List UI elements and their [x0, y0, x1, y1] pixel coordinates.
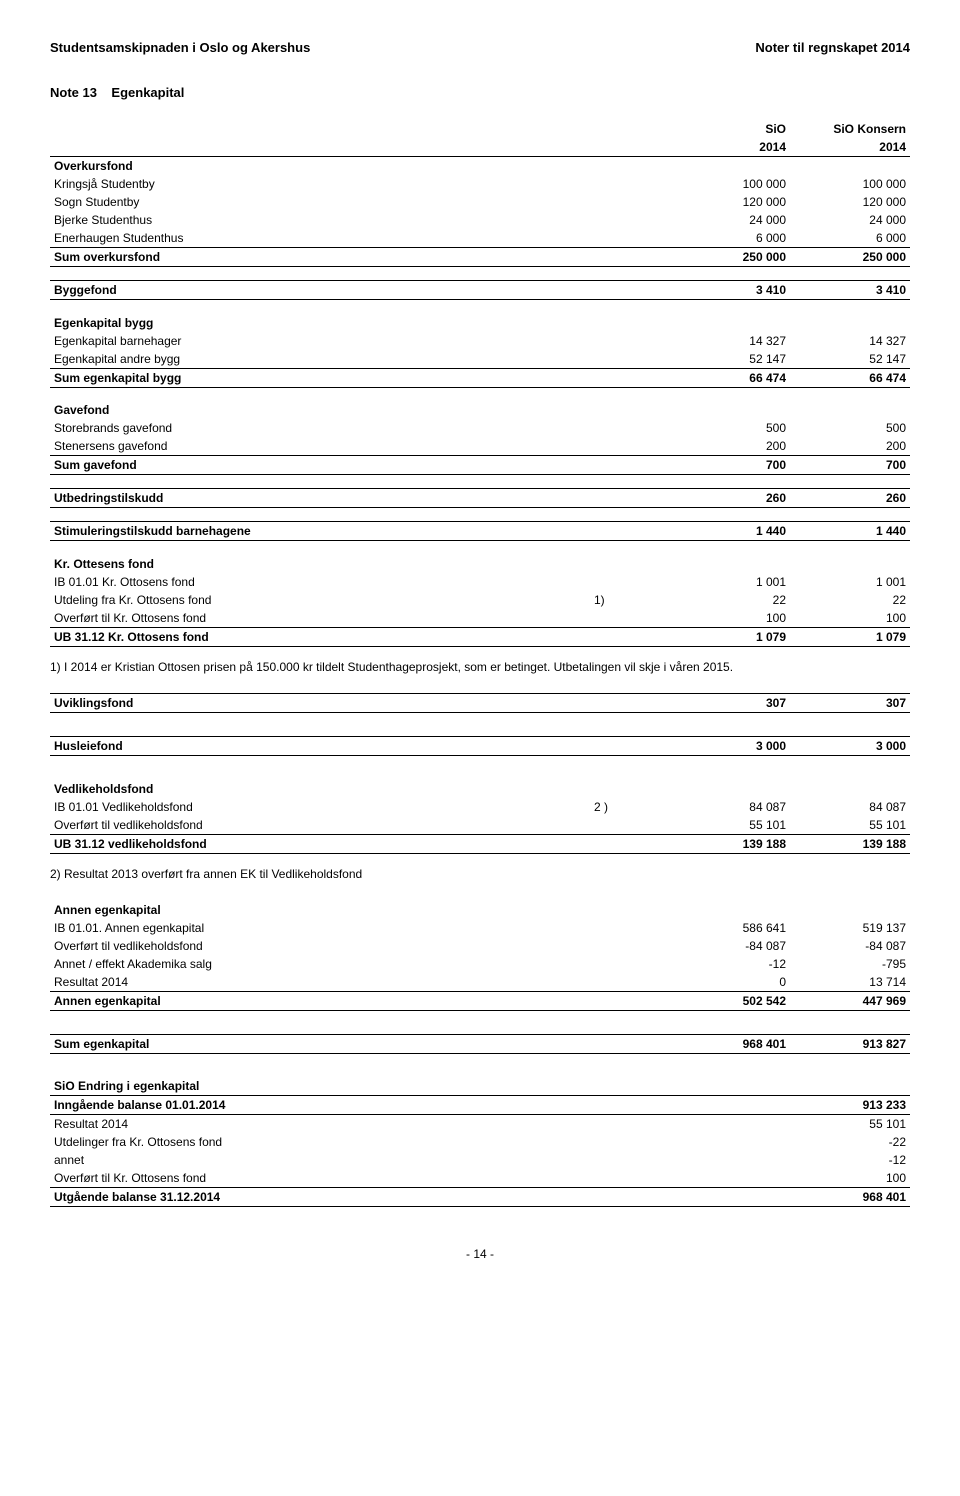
table-row: Sogn Studentby120 000120 000	[50, 193, 910, 211]
sum-ek-row: Sum egenkapital968 401913 827	[50, 1034, 910, 1053]
table-row: Enerhaugen Studenthus6 0006 000	[50, 229, 910, 248]
note-title: Note 13 Egenkapital	[50, 85, 910, 100]
col-y2: 2014	[790, 138, 910, 157]
ek-bygg-sum: Sum egenkapital bygg66 47466 474	[50, 368, 910, 387]
table-row: Annet / effekt Akademika salg-12-795	[50, 955, 910, 973]
gavefond-title: Gavefond	[50, 401, 910, 419]
table-row: Resultat 2014013 714	[50, 973, 910, 992]
table-row: Utdelinger fra Kr. Ottosens fond-22	[50, 1133, 910, 1151]
main-table: SiO SiO Konsern 2014 2014 Overkursfond K…	[50, 120, 910, 647]
sio-endring-ib: Inngående balanse 01.01.2014913 233	[50, 1096, 910, 1115]
ottesen-sum: UB 31.12 Kr. Ottosens fond1 0791 079	[50, 627, 910, 646]
overkursfond-title: Overkursfond	[50, 157, 910, 176]
header-left: Studentsamskipnaden i Oslo og Akershus	[50, 40, 310, 55]
vedlikehold-title: Vedlikeholdsfond	[50, 780, 910, 798]
overkursfond-sum: Sum overkursfond250 000250 000	[50, 248, 910, 267]
table-row: Egenkapital barnehager14 32714 327	[50, 332, 910, 350]
col-sio: SiO	[670, 120, 790, 138]
table-2: Uviklingsfond307307 Husleiefond3 0003 00…	[50, 693, 910, 854]
table-row: Storebrands gavefond500500	[50, 419, 910, 437]
sio-endring-title: SiO Endring i egenkapital	[50, 1077, 910, 1096]
col-konsern: SiO Konsern	[790, 120, 910, 138]
annen-ek-title: Annen egenkapital	[50, 901, 910, 919]
col-header-2: 2014 2014	[50, 138, 910, 157]
stimulering-row: Stimuleringstilskudd barnehagene1 4401 4…	[50, 522, 910, 541]
table-row: IB 01.01 Vedlikeholdsfond2 )84 08784 087	[50, 798, 910, 816]
ek-bygg-title: Egenkapital bygg	[50, 314, 910, 332]
footnote-2: 2) Resultat 2013 overført fra annen EK t…	[50, 866, 910, 883]
table-row: Overført til vedlikeholdsfond-84 087-84 …	[50, 937, 910, 955]
byggefond-row: Byggefond3 4103 410	[50, 281, 910, 300]
gavefond-sum: Sum gavefond700700	[50, 456, 910, 475]
col-header-1: SiO SiO Konsern	[50, 120, 910, 138]
page-footer: - 14 -	[50, 1247, 910, 1261]
note-number: Note 13	[50, 85, 97, 100]
husleie-row: Husleiefond3 0003 000	[50, 737, 910, 756]
uvikling-row: Uviklingsfond307307	[50, 694, 910, 713]
vedlikehold-sum: UB 31.12 vedlikeholdsfond139 188139 188	[50, 834, 910, 853]
note-name: Egenkapital	[111, 85, 184, 100]
table-row: Overført til vedlikeholdsfond55 10155 10…	[50, 816, 910, 835]
page-header: Studentsamskipnaden i Oslo og Akershus N…	[50, 40, 910, 55]
utbedring-row: Utbedringstilskudd260260	[50, 489, 910, 508]
table-row: IB 01.01 Kr. Ottosens fond1 0011 001	[50, 573, 910, 591]
table-row: Overført til Kr. Ottosens fond100100	[50, 609, 910, 628]
table-row: Kringsjå Studentby100 000100 000	[50, 175, 910, 193]
table-row: Utdeling fra Kr. Ottosens fond1)2222	[50, 591, 910, 609]
footnote-1: 1) I 2014 er Kristian Ottosen prisen på …	[50, 659, 910, 676]
annen-ek-sum: Annen egenkapital502 542447 969	[50, 991, 910, 1010]
col-y1: 2014	[670, 138, 790, 157]
table-row: Resultat 201455 101	[50, 1115, 910, 1134]
table-row: Bjerke Studenthus24 00024 000	[50, 211, 910, 229]
table-row: IB 01.01. Annen egenkapital586 641519 13…	[50, 919, 910, 937]
table-row: annet-12	[50, 1151, 910, 1169]
header-right: Noter til regnskapet 2014	[755, 40, 910, 55]
table-row: Stenersens gavefond200200	[50, 437, 910, 456]
ottesen-title: Kr. Ottesens fond	[50, 555, 910, 573]
table-row: Egenkapital andre bygg52 14752 147	[50, 350, 910, 369]
table-row: Overført til Kr. Ottosens fond100	[50, 1169, 910, 1188]
table-3: Annen egenkapital IB 01.01. Annen egenka…	[50, 901, 910, 1208]
sio-endring-sum: Utgående balanse 31.12.2014968 401	[50, 1188, 910, 1207]
